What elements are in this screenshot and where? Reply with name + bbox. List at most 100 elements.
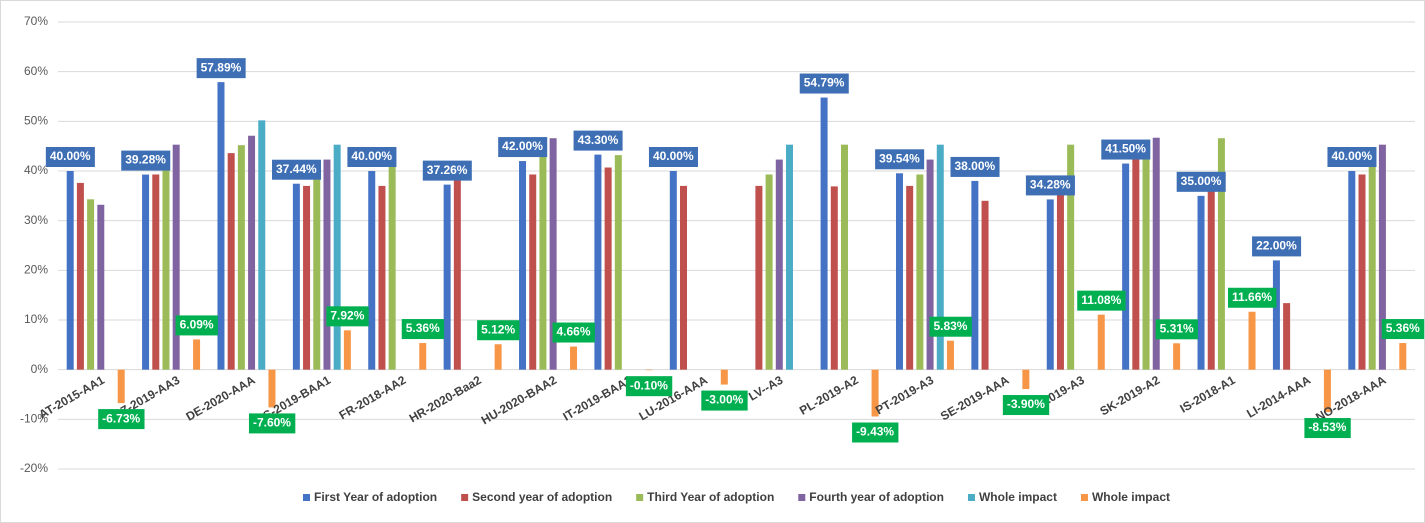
data-label-group: 5.36% [1381, 319, 1425, 340]
data-label-box [625, 376, 673, 397]
bar [936, 144, 944, 370]
data-label: 37.26% [427, 163, 468, 177]
legend-label: Third Year of adoption [647, 490, 774, 504]
data-label-box [1155, 319, 1198, 340]
bar [1207, 185, 1215, 370]
data-label: 57.89% [201, 60, 242, 74]
bar [87, 199, 95, 370]
bar [97, 204, 105, 370]
data-label-box [1381, 319, 1425, 340]
data-label-group: 54.79% [799, 73, 849, 94]
legend-label: Whole impact [979, 490, 1057, 504]
bar [343, 330, 351, 370]
data-label-group: 22.00% [1252, 236, 1302, 257]
bar [926, 159, 934, 370]
legend-swatch [303, 494, 311, 501]
data-label: 38.00% [955, 159, 996, 173]
bar [720, 369, 728, 385]
data-label: 39.54% [879, 151, 920, 165]
data-label-box [248, 413, 296, 434]
bar [368, 171, 376, 370]
data-label-box [648, 147, 698, 167]
data-label-group: 35.00% [1176, 171, 1226, 192]
data-label-box [1002, 395, 1050, 416]
data-label: 34.28% [1030, 178, 1071, 192]
data-label-group: 39.54% [875, 149, 925, 170]
bar [378, 185, 386, 370]
data-label-group: 5.12% [477, 320, 520, 341]
data-label-group: 6.09% [175, 315, 218, 336]
data-label-box [272, 159, 322, 180]
bar [906, 185, 914, 370]
y-tick-label: 20% [24, 263, 48, 277]
data-label: 37.44% [276, 162, 317, 176]
data-label: -9.43% [856, 425, 894, 439]
bar [1378, 144, 1386, 370]
data-label: -7.60% [253, 416, 291, 430]
data-label-group: 40.00% [347, 147, 397, 167]
bar [1067, 144, 1075, 370]
bar [755, 185, 763, 370]
data-label-group: 5.83% [929, 316, 972, 337]
data-label: 11.08% [1081, 293, 1121, 307]
data-label-group: 34.28% [1025, 175, 1075, 196]
bar [680, 185, 688, 370]
bar [117, 369, 125, 404]
data-label-group: 5.36% [401, 319, 445, 340]
data-label: 40.00% [653, 149, 694, 163]
bar [443, 184, 451, 370]
bar [303, 185, 311, 370]
legend: First Year of adoption Second year of ado… [303, 490, 1170, 504]
data-label: 39.28% [125, 153, 166, 167]
data-label: 5.83% [933, 319, 967, 333]
data-label: 6.09% [180, 318, 214, 332]
data-label-box [950, 156, 1000, 177]
data-label-box [852, 422, 899, 443]
bar [519, 161, 527, 370]
bar [871, 369, 879, 417]
data-label: -8.53% [1308, 420, 1346, 434]
bar [1152, 137, 1160, 370]
data-label: 4.66% [557, 325, 591, 339]
bar [162, 163, 170, 370]
data-label-box [552, 322, 595, 343]
bar [172, 144, 180, 370]
bar [248, 135, 256, 370]
data-label-box [196, 58, 246, 79]
bar [1368, 161, 1376, 370]
bar [570, 346, 578, 370]
bar [1272, 260, 1280, 370]
data-label-group: -6.73% [98, 409, 145, 430]
bar [895, 173, 903, 370]
data-label-box [701, 390, 748, 411]
y-tick-label: 10% [24, 312, 48, 326]
bar [1283, 303, 1291, 370]
data-label-group: 42.00% [498, 137, 548, 158]
bar [268, 369, 276, 408]
bar [1097, 314, 1105, 370]
bar [217, 82, 225, 370]
bar [313, 175, 321, 370]
data-label-group: 11.66% [1228, 287, 1277, 308]
data-label-box [401, 319, 445, 340]
bar [765, 174, 773, 370]
data-label: 5.36% [1386, 321, 1420, 335]
bar [453, 178, 461, 370]
bar [840, 144, 848, 370]
data-label: -6.73% [102, 411, 140, 425]
data-label: 40.00% [50, 149, 91, 163]
y-tick-label: -10% [20, 412, 48, 426]
bar [292, 183, 300, 370]
bar [981, 200, 989, 370]
data-label-group: 4.66% [552, 322, 595, 343]
data-label-box [1077, 290, 1126, 311]
bar [323, 159, 331, 370]
bar [237, 145, 245, 370]
legend-label: Second year of adoption [472, 490, 612, 504]
bar [1046, 199, 1054, 370]
data-label-group: 7.92% [326, 306, 369, 327]
data-label-box [1252, 236, 1302, 257]
data-label: 42.00% [502, 139, 543, 153]
data-label-group: -9.43% [852, 422, 899, 443]
bar [549, 138, 557, 370]
